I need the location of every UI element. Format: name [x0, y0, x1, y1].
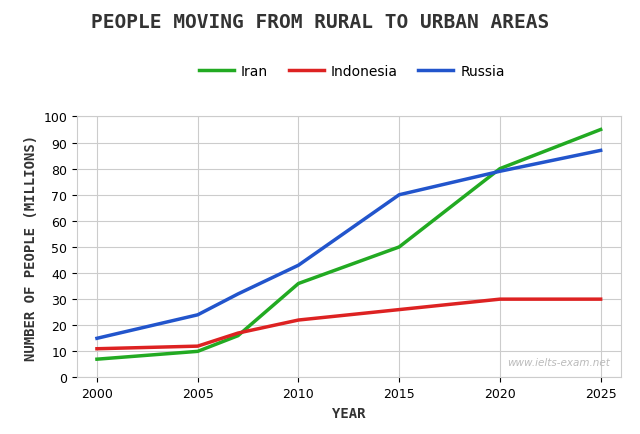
- Russia: [396, 193, 403, 198]
- Russia: [234, 292, 242, 297]
- Legend: Iran, Indonesia, Russia: Iran, Indonesia, Russia: [194, 59, 510, 84]
- Text: www.ielts-exam.net: www.ielts-exam.net: [507, 357, 610, 367]
- Russia: [93, 336, 100, 341]
- Russia: [194, 312, 202, 318]
- Line: Russia: Russia: [97, 151, 601, 339]
- Iran: [194, 349, 202, 354]
- Iran: [496, 167, 504, 172]
- Line: Indonesia: Indonesia: [97, 299, 601, 349]
- Iran: [93, 357, 100, 362]
- Iran: [597, 128, 605, 133]
- Russia: [294, 263, 302, 268]
- Indonesia: [597, 297, 605, 302]
- Iran: [294, 281, 302, 286]
- Iran: [234, 333, 242, 339]
- Indonesia: [294, 318, 302, 323]
- Russia: [496, 169, 504, 174]
- Y-axis label: NUMBER OF PEOPLE (MILLIONS): NUMBER OF PEOPLE (MILLIONS): [24, 135, 38, 360]
- Iran: [396, 245, 403, 250]
- X-axis label: YEAR: YEAR: [332, 406, 365, 420]
- Indonesia: [234, 331, 242, 336]
- Indonesia: [93, 346, 100, 352]
- Indonesia: [194, 344, 202, 349]
- Russia: [597, 148, 605, 154]
- Indonesia: [496, 297, 504, 302]
- Line: Iran: Iran: [97, 130, 601, 359]
- Indonesia: [396, 307, 403, 312]
- Text: PEOPLE MOVING FROM RURAL TO URBAN AREAS: PEOPLE MOVING FROM RURAL TO URBAN AREAS: [91, 13, 549, 32]
